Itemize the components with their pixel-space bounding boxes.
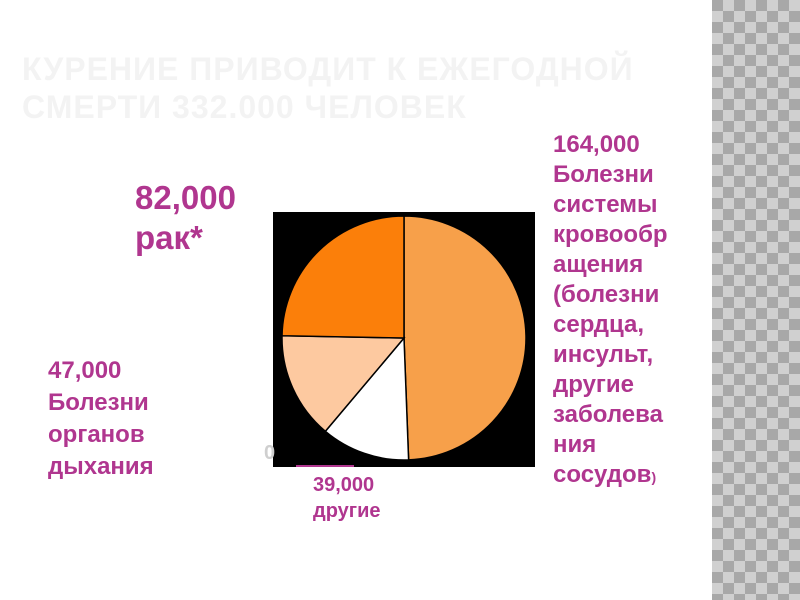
label-circulatory-value: 164,000 [553,131,640,158]
label-cancer-value: 82,000 [135,179,236,216]
label-circulatory-paren: ) [651,469,657,485]
pie-slice-other [324,336,410,461]
pie-slice-respiratory [281,334,406,433]
label-respiratory-line: органов [48,421,145,448]
label-respiratory-line: Болезни [48,389,149,416]
label-other-name: другие [313,500,381,522]
label-circulatory-line: заболева [553,401,663,428]
leader-line [296,465,354,467]
label-respiratory-value: 47,000 [48,357,122,384]
label-circulatory-line: Болезни [553,161,654,188]
label-other: 39,000 другие [313,472,381,524]
stray-zero-text: 0 [264,442,276,464]
label-circulatory-line: ащения [553,251,644,278]
label-circulatory-line: системы [553,191,658,218]
pie-chart-container [273,212,535,467]
label-circulatory: 164,000 Болезни системы кровообр ащения … [553,130,713,492]
label-respiratory-line: дыхания [48,453,154,480]
side-pattern-decoration [712,0,800,600]
label-circulatory-line: инсульт, [553,341,654,368]
label-circulatory-line: ния [553,431,597,458]
label-cancer-name: рак* [135,219,203,256]
pie-slice-circulatory [403,215,527,461]
label-other-value: 39,000 [313,474,375,496]
pie-chart [281,215,527,461]
pie-slice-cancer [281,215,405,339]
label-circulatory-line: (болезни [553,281,660,308]
label-circulatory-last-line: сосудов) [553,460,713,492]
label-circulatory-line: другие [553,371,635,398]
label-circulatory-line: сердца, [553,311,645,338]
label-cancer: 82,000 рак* [135,178,236,258]
label-circulatory-line: кровообр [553,221,668,248]
label-circulatory-last-word: сосудов [553,461,652,488]
label-respiratory: 47,000 Болезни органов дыхания [48,355,154,483]
slide-title: Курение приводит к ежегодной смерти 332.… [22,51,634,125]
